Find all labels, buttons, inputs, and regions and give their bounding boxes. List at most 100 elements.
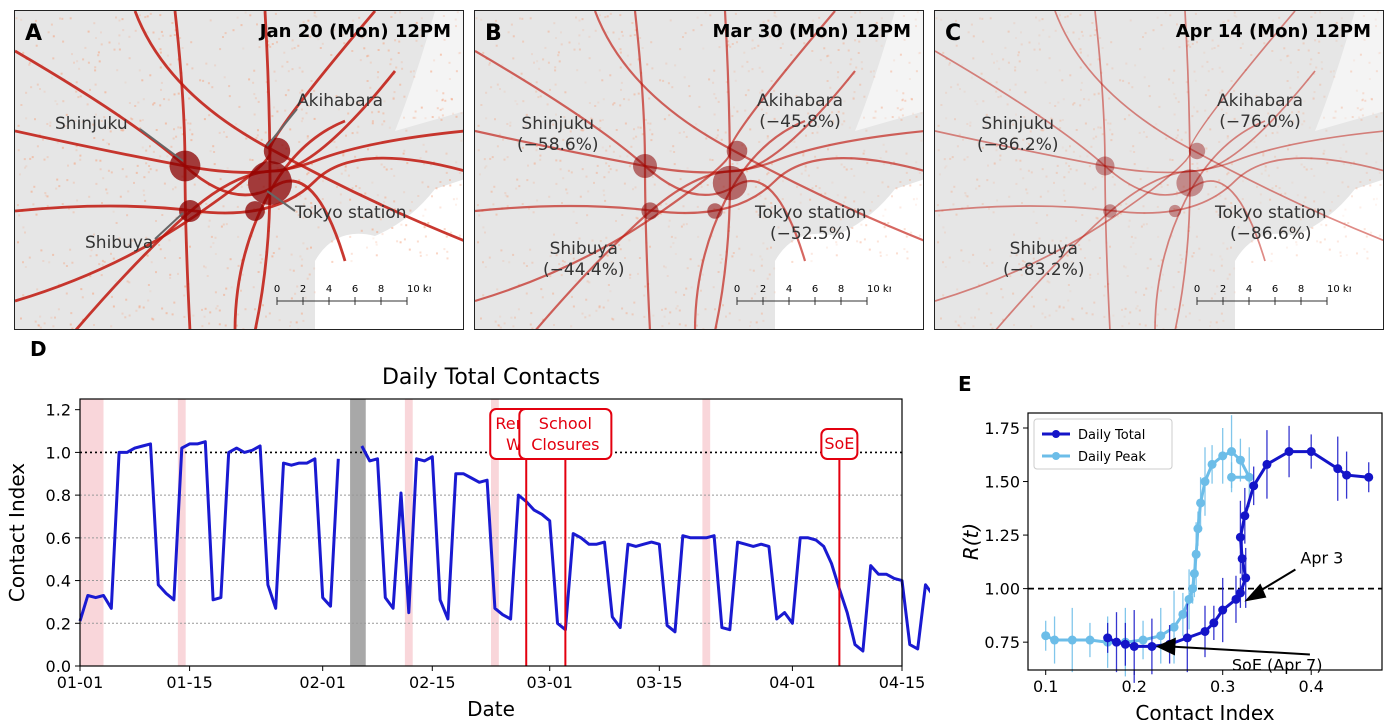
speckle bbox=[989, 323, 992, 326]
speckle bbox=[144, 16, 147, 19]
speckle bbox=[118, 237, 121, 240]
speckle bbox=[632, 188, 634, 191]
speckle bbox=[1134, 64, 1137, 67]
speckle bbox=[118, 19, 121, 22]
speckle bbox=[128, 314, 131, 317]
speckle bbox=[1301, 123, 1304, 126]
speckle bbox=[954, 118, 956, 121]
speckle bbox=[1138, 323, 1141, 326]
speckle bbox=[485, 91, 488, 94]
speckle bbox=[801, 34, 804, 37]
speckle bbox=[393, 174, 396, 177]
speckle bbox=[720, 138, 723, 141]
speckle bbox=[721, 258, 724, 261]
hub-hotspot bbox=[179, 200, 201, 222]
speckle bbox=[1366, 250, 1369, 253]
speckle bbox=[488, 62, 491, 65]
speckle bbox=[477, 241, 479, 244]
x-tick-label: 02-01 bbox=[299, 673, 346, 692]
speckle bbox=[599, 119, 602, 122]
speckle bbox=[224, 32, 227, 35]
speckle bbox=[1021, 264, 1024, 267]
legend-label: Daily Total bbox=[1078, 428, 1145, 443]
speckle bbox=[1230, 163, 1233, 166]
speckle bbox=[641, 227, 644, 230]
speckle bbox=[715, 136, 718, 139]
speckle bbox=[697, 264, 700, 267]
speckle bbox=[403, 116, 405, 119]
speckle bbox=[1066, 254, 1069, 257]
speckle bbox=[540, 288, 543, 291]
speckle bbox=[1262, 154, 1265, 157]
speckle bbox=[854, 39, 857, 42]
speckle bbox=[609, 290, 612, 293]
speckle bbox=[1069, 168, 1072, 171]
speckle bbox=[310, 92, 313, 95]
speckle bbox=[795, 146, 798, 149]
speckle bbox=[459, 183, 462, 186]
speckle bbox=[151, 317, 154, 320]
label-pct: (−52.5%) bbox=[770, 224, 852, 244]
speckle bbox=[351, 187, 354, 190]
speckle bbox=[1198, 319, 1201, 322]
rail-line bbox=[935, 50, 1266, 262]
speckle bbox=[938, 214, 941, 217]
speckle bbox=[1264, 166, 1267, 169]
speckle bbox=[714, 308, 716, 311]
speckle bbox=[1061, 119, 1064, 121]
y-tick-label: 0.8 bbox=[46, 486, 71, 505]
speckle bbox=[972, 57, 975, 60]
speckle bbox=[424, 235, 427, 238]
speckle bbox=[1340, 17, 1343, 20]
speckle bbox=[208, 114, 211, 117]
speckle bbox=[759, 255, 762, 258]
speckle bbox=[1173, 69, 1176, 72]
speckle bbox=[1193, 70, 1196, 73]
label-shibuya: Shibuya (−44.4%) bbox=[543, 239, 625, 281]
speckle bbox=[1125, 202, 1128, 205]
speckle bbox=[836, 95, 839, 98]
speckle bbox=[1192, 252, 1195, 254]
speckle bbox=[766, 137, 769, 140]
speckle bbox=[455, 115, 458, 118]
speckle bbox=[1241, 42, 1244, 45]
speckle bbox=[591, 239, 594, 242]
speckle bbox=[596, 164, 599, 167]
speckle bbox=[1322, 152, 1325, 155]
speckle bbox=[754, 292, 757, 295]
map-date: Apr 14 (Mon) 12PM bbox=[1175, 21, 1371, 42]
speckle bbox=[1196, 41, 1198, 44]
speckle bbox=[576, 69, 579, 72]
speckle bbox=[1181, 258, 1184, 261]
speckle bbox=[1368, 78, 1371, 80]
speckle bbox=[995, 145, 998, 148]
speckle bbox=[296, 285, 299, 288]
speckle bbox=[624, 122, 627, 125]
speckle bbox=[1182, 304, 1184, 307]
speckle bbox=[909, 179, 911, 181]
speckle bbox=[362, 217, 365, 219]
speckle bbox=[89, 275, 92, 278]
speckle bbox=[759, 91, 762, 94]
speckle bbox=[251, 159, 254, 161]
speckle bbox=[1015, 182, 1018, 185]
speckle bbox=[95, 254, 98, 257]
speckle bbox=[229, 258, 232, 261]
annotation-arrow-line bbox=[1169, 645, 1310, 656]
speckle bbox=[918, 234, 921, 237]
speckle bbox=[1191, 115, 1194, 118]
speckle bbox=[484, 266, 487, 268]
speckle bbox=[419, 29, 421, 32]
speckle bbox=[871, 201, 873, 203]
speckle bbox=[30, 86, 33, 89]
speckle bbox=[167, 98, 170, 101]
x-tick-label: 0.1 bbox=[1033, 677, 1058, 696]
speckle bbox=[1089, 34, 1092, 37]
speckle bbox=[826, 55, 828, 58]
speckle bbox=[566, 192, 569, 195]
speckle bbox=[1079, 66, 1082, 69]
speckle bbox=[1363, 228, 1366, 231]
speckle bbox=[510, 76, 513, 79]
speckle bbox=[1131, 86, 1134, 89]
speckle bbox=[1295, 254, 1298, 257]
